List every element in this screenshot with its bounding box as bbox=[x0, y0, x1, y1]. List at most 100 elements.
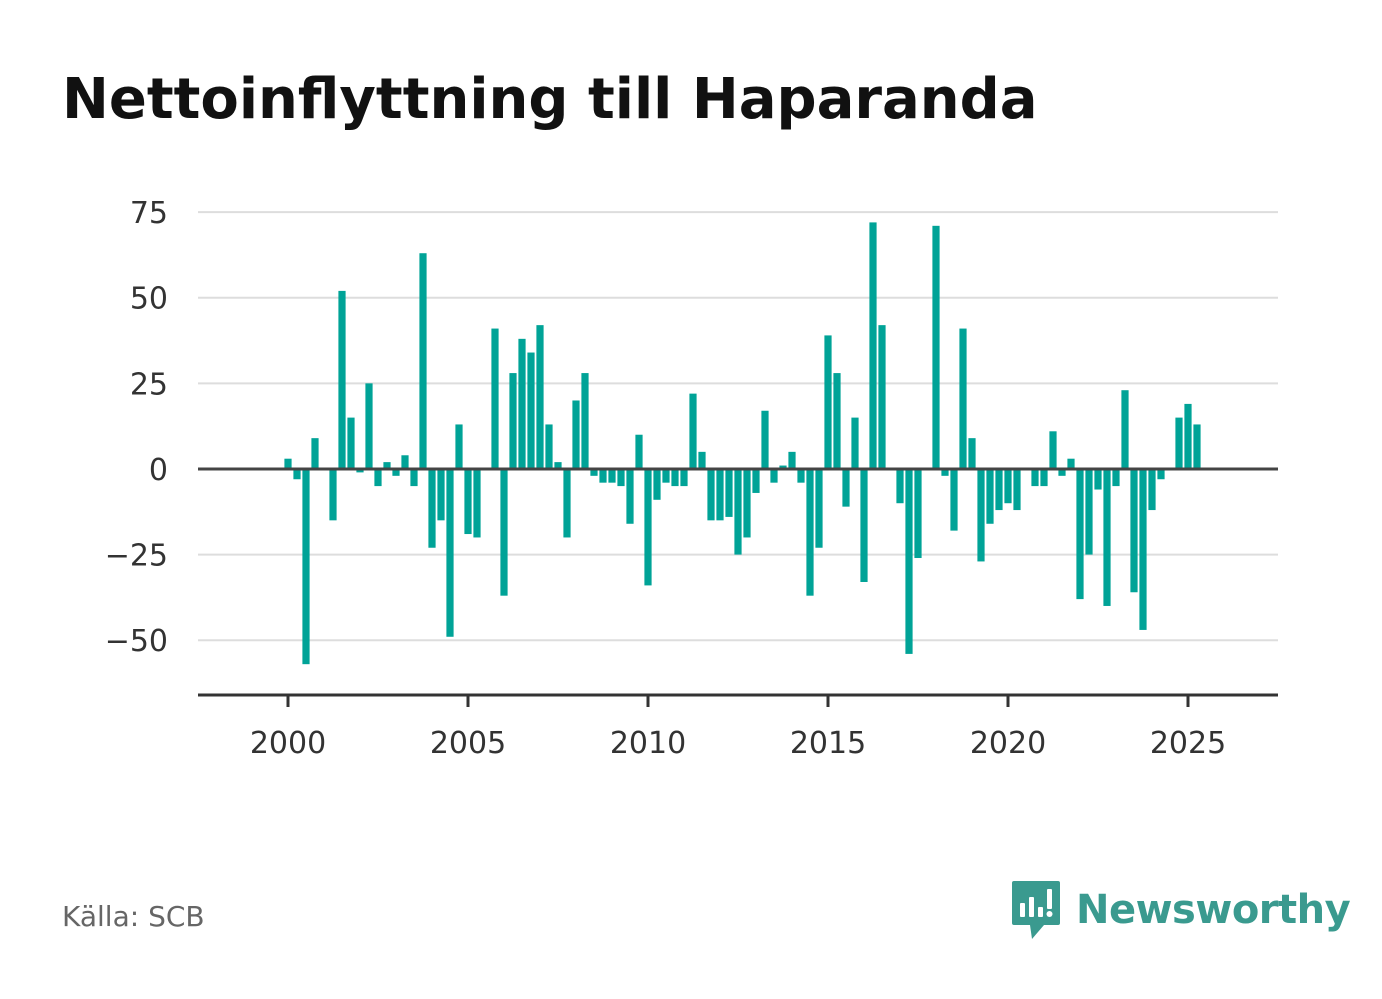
chart-title: Nettoinflyttning till Haparanda bbox=[62, 67, 1038, 132]
bar bbox=[392, 468, 400, 476]
bar bbox=[860, 468, 868, 582]
bar bbox=[1175, 417, 1183, 469]
bar bbox=[302, 468, 310, 665]
bar bbox=[734, 468, 742, 555]
bar bbox=[1148, 468, 1156, 511]
x-tick-label: 2015 bbox=[790, 726, 866, 761]
bar bbox=[671, 468, 679, 487]
bar bbox=[284, 458, 292, 469]
bar bbox=[374, 468, 382, 487]
y-tick-label: 25 bbox=[130, 367, 168, 402]
bar bbox=[437, 468, 445, 521]
bar bbox=[959, 328, 967, 469]
x-tick-label: 2010 bbox=[610, 726, 686, 761]
bar bbox=[1112, 468, 1120, 487]
bar bbox=[977, 468, 985, 562]
bar bbox=[1031, 468, 1039, 487]
bar bbox=[626, 468, 634, 524]
brand-name: Newsworthy bbox=[1076, 887, 1351, 933]
bar bbox=[446, 468, 454, 637]
bar bbox=[869, 222, 877, 469]
bar bbox=[1076, 468, 1084, 600]
bar bbox=[527, 352, 535, 469]
bar bbox=[1085, 468, 1093, 555]
bar bbox=[689, 393, 697, 469]
bar bbox=[1058, 468, 1066, 476]
bar bbox=[1067, 458, 1075, 469]
bar bbox=[329, 468, 337, 521]
bar bbox=[635, 434, 643, 469]
bar bbox=[851, 417, 859, 469]
bar bbox=[788, 451, 796, 469]
bar bbox=[419, 253, 427, 469]
bar bbox=[401, 455, 409, 469]
bar bbox=[1139, 468, 1147, 630]
y-tick-label: −50 bbox=[105, 624, 168, 659]
bar bbox=[338, 290, 346, 469]
bar bbox=[1184, 403, 1192, 469]
bar bbox=[914, 468, 922, 559]
bar bbox=[995, 468, 1003, 511]
tick-labels: 75 50 25 0 −25 −50 2000 2005 2010 2015 2020 2025 bbox=[105, 196, 1226, 761]
bar bbox=[428, 468, 436, 548]
bar bbox=[662, 468, 670, 483]
bar bbox=[644, 468, 652, 586]
bar bbox=[554, 462, 562, 469]
bar bbox=[1049, 431, 1057, 469]
bar bbox=[824, 335, 832, 469]
bar bbox=[752, 468, 760, 493]
bar bbox=[950, 468, 958, 531]
bar bbox=[779, 465, 787, 469]
bar bbox=[545, 424, 553, 469]
bar bbox=[698, 451, 706, 469]
bar bbox=[356, 468, 364, 473]
bar bbox=[509, 373, 517, 469]
bar bbox=[590, 468, 598, 476]
bar bbox=[680, 468, 688, 487]
bar bbox=[1040, 468, 1048, 487]
brand-logo: Newsworthy bbox=[1010, 878, 1351, 942]
bar bbox=[743, 468, 751, 538]
bar bbox=[347, 417, 355, 469]
bar bbox=[1121, 390, 1129, 469]
bar bbox=[905, 468, 913, 654]
bar bbox=[1103, 468, 1111, 606]
bar bbox=[500, 468, 508, 596]
x-tick-label: 2025 bbox=[1150, 726, 1226, 761]
bar bbox=[365, 383, 373, 469]
bars bbox=[284, 222, 1201, 665]
bar bbox=[842, 468, 850, 507]
bar bbox=[716, 468, 724, 521]
bar bbox=[536, 325, 544, 469]
y-tick-label: 0 bbox=[149, 453, 168, 488]
bar bbox=[1013, 468, 1021, 511]
newsworthy-logo-icon bbox=[1012, 881, 1060, 939]
bar bbox=[878, 325, 886, 469]
gridlines bbox=[198, 211, 1278, 642]
bar bbox=[599, 468, 607, 483]
bar bbox=[815, 468, 823, 548]
bar bbox=[410, 468, 418, 487]
y-tick-label: −25 bbox=[105, 539, 168, 574]
bar bbox=[608, 468, 616, 483]
bar bbox=[1130, 468, 1138, 593]
bar bbox=[581, 373, 589, 469]
x-tick-label: 2000 bbox=[250, 726, 326, 761]
bar bbox=[932, 225, 940, 469]
bar bbox=[968, 438, 976, 469]
y-tick-label: 75 bbox=[130, 196, 168, 231]
bar bbox=[986, 468, 994, 524]
bar bbox=[563, 468, 571, 538]
bar bbox=[473, 468, 481, 538]
bar bbox=[653, 468, 661, 500]
bar bbox=[1004, 468, 1012, 504]
bar bbox=[833, 373, 841, 469]
x-tick-label: 2020 bbox=[970, 726, 1046, 761]
bar bbox=[617, 468, 625, 487]
bar bbox=[707, 468, 715, 521]
bar bbox=[1157, 468, 1165, 480]
bar bbox=[761, 410, 769, 469]
y-tick-label: 50 bbox=[130, 282, 168, 317]
bar bbox=[896, 468, 904, 504]
